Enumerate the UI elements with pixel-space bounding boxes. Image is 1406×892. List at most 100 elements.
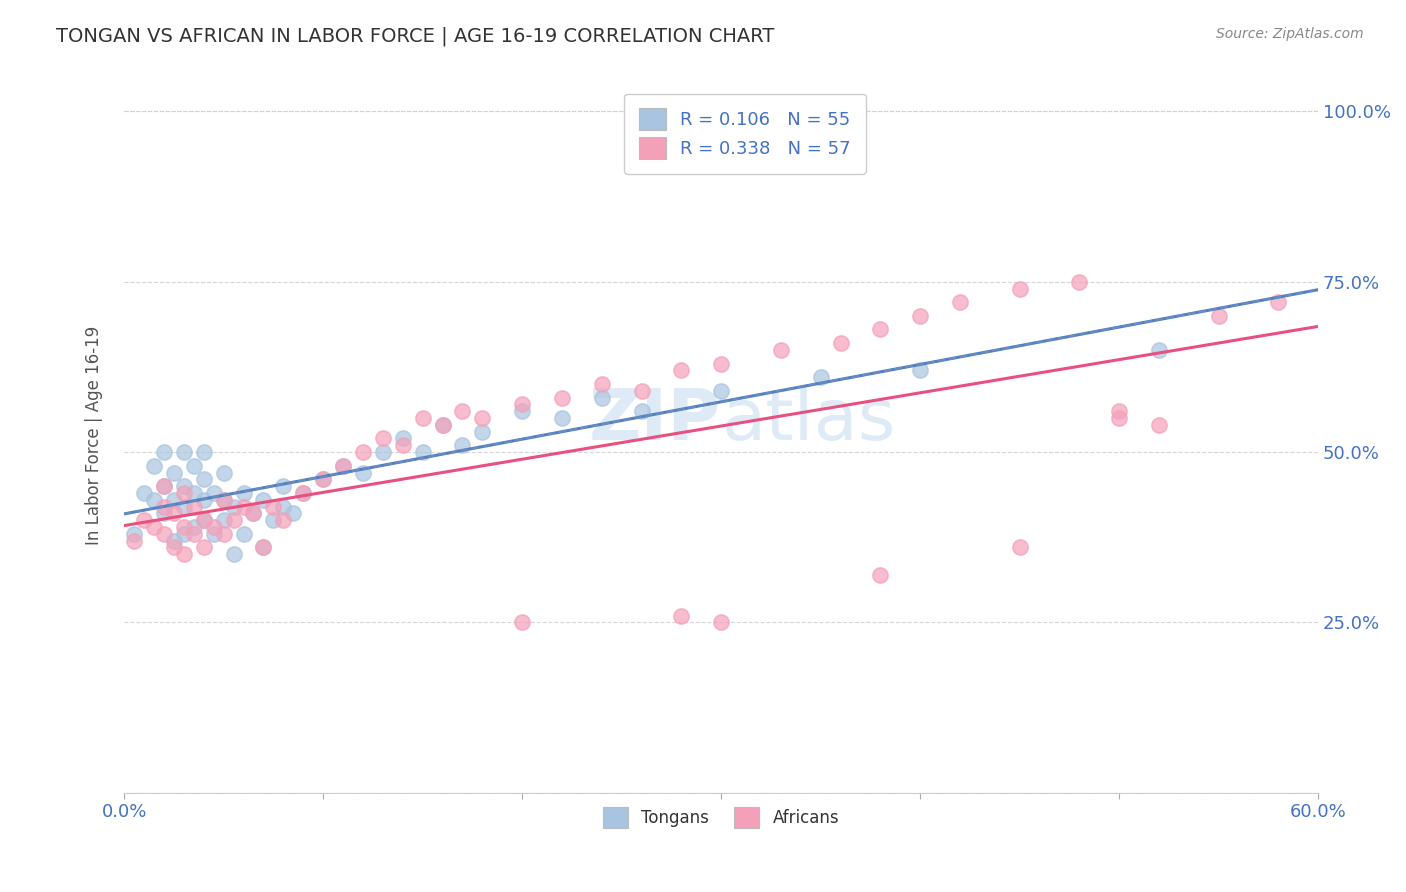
- Point: [710, 357, 733, 371]
- Point: [232, 526, 254, 541]
- Point: [163, 533, 186, 548]
- Point: [869, 567, 891, 582]
- Point: [1147, 417, 1170, 432]
- Point: [412, 411, 434, 425]
- Point: [193, 492, 215, 507]
- Point: [432, 417, 454, 432]
- Point: [202, 520, 225, 534]
- Point: [163, 541, 186, 555]
- Point: [252, 492, 274, 507]
- Point: [193, 472, 215, 486]
- Point: [173, 445, 195, 459]
- Point: [1267, 295, 1289, 310]
- Point: [153, 479, 176, 493]
- Point: [352, 466, 374, 480]
- Point: [262, 513, 284, 527]
- Point: [471, 425, 494, 439]
- Point: [591, 391, 613, 405]
- Point: [183, 500, 205, 514]
- Point: [451, 438, 474, 452]
- Point: [173, 547, 195, 561]
- Point: [193, 541, 215, 555]
- Point: [202, 486, 225, 500]
- Point: [283, 507, 305, 521]
- Point: [391, 438, 413, 452]
- Point: [143, 492, 166, 507]
- Point: [710, 384, 733, 398]
- Point: [908, 309, 931, 323]
- Point: [193, 513, 215, 527]
- Point: [432, 417, 454, 432]
- Point: [671, 363, 693, 377]
- Point: [1008, 282, 1031, 296]
- Text: atlas: atlas: [721, 386, 896, 455]
- Point: [183, 486, 205, 500]
- Point: [630, 384, 652, 398]
- Point: [153, 479, 176, 493]
- Point: [122, 526, 145, 541]
- Point: [163, 492, 186, 507]
- Point: [232, 500, 254, 514]
- Point: [352, 445, 374, 459]
- Point: [183, 520, 205, 534]
- Point: [143, 458, 166, 473]
- Point: [122, 533, 145, 548]
- Point: [1008, 541, 1031, 555]
- Point: [273, 500, 295, 514]
- Point: [222, 500, 245, 514]
- Point: [242, 507, 264, 521]
- Point: [153, 445, 176, 459]
- Point: [173, 526, 195, 541]
- Point: [212, 513, 235, 527]
- Point: [163, 466, 186, 480]
- Text: ZIP: ZIP: [589, 386, 721, 455]
- Point: [371, 432, 394, 446]
- Text: Source: ZipAtlas.com: Source: ZipAtlas.com: [1216, 27, 1364, 41]
- Point: [132, 486, 155, 500]
- Point: [1147, 343, 1170, 357]
- Point: [242, 507, 264, 521]
- Text: TONGAN VS AFRICAN IN LABOR FORCE | AGE 16-19 CORRELATION CHART: TONGAN VS AFRICAN IN LABOR FORCE | AGE 1…: [56, 27, 775, 46]
- Point: [1108, 411, 1130, 425]
- Point: [391, 432, 413, 446]
- Point: [252, 541, 274, 555]
- Point: [153, 507, 176, 521]
- Point: [830, 336, 852, 351]
- Point: [202, 526, 225, 541]
- Point: [810, 370, 832, 384]
- Point: [412, 445, 434, 459]
- Point: [132, 513, 155, 527]
- Point: [332, 458, 354, 473]
- Point: [292, 486, 315, 500]
- Point: [671, 608, 693, 623]
- Point: [212, 526, 235, 541]
- Point: [173, 520, 195, 534]
- Point: [869, 322, 891, 336]
- Point: [183, 458, 205, 473]
- Point: [222, 547, 245, 561]
- Point: [510, 404, 533, 418]
- Point: [1069, 275, 1091, 289]
- Point: [949, 295, 972, 310]
- Point: [173, 479, 195, 493]
- Point: [451, 404, 474, 418]
- Point: [908, 363, 931, 377]
- Point: [769, 343, 792, 357]
- Point: [273, 513, 295, 527]
- Point: [551, 391, 574, 405]
- Point: [212, 492, 235, 507]
- Point: [163, 507, 186, 521]
- Point: [193, 513, 215, 527]
- Point: [212, 492, 235, 507]
- Point: [193, 445, 215, 459]
- Point: [153, 500, 176, 514]
- Point: [510, 397, 533, 411]
- Point: [222, 513, 245, 527]
- Point: [292, 486, 315, 500]
- Point: [173, 486, 195, 500]
- Point: [371, 445, 394, 459]
- Point: [153, 526, 176, 541]
- Point: [232, 486, 254, 500]
- Point: [273, 479, 295, 493]
- Point: [630, 404, 652, 418]
